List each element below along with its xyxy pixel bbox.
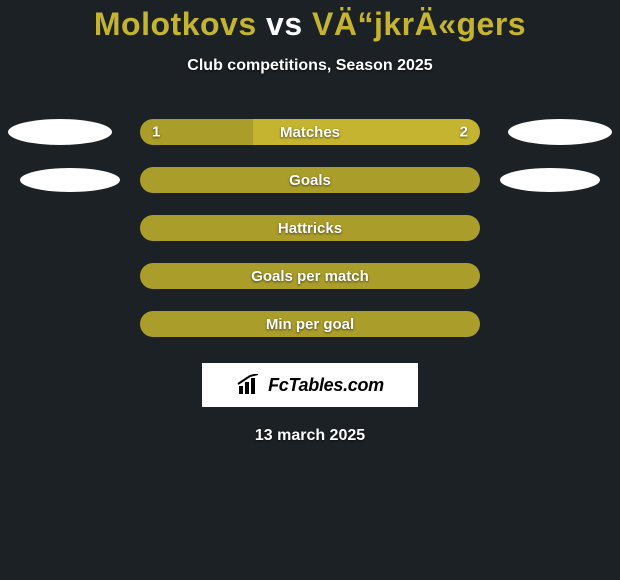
chart-date: 13 march 2025 [0,427,620,445]
stat-bar: Goals per match [140,263,480,289]
stat-rows: 1 2 Matches Goals Hattricks Goals per match Mi… [0,119,620,337]
vs-text: vs [257,6,312,42]
chart-icon [236,374,264,396]
stat-row: 1 2 Matches [0,119,620,145]
player1-name: Molotkovs [94,6,257,42]
stat-row: Min per goal [0,311,620,337]
stat-bar: Goals [140,167,480,193]
stat-label: Matches [280,124,340,141]
right-ellipse [508,119,612,145]
stat-row: Goals [0,167,620,193]
player2-name: VÄ“jkrÄ«gers [312,6,526,42]
chart-container: Molotkovs vs VÄ“jkrÄ«gers Club competiti… [0,0,620,445]
stat-bar: Hattricks [140,215,480,241]
stat-row: Hattricks [0,215,620,241]
logo-box: FcTables.com [202,363,418,407]
stat-label: Goals [289,172,331,189]
right-ellipse [500,168,600,192]
subtitle: Club competitions, Season 2025 [0,57,620,75]
left-ellipse [20,168,120,192]
logo-text: FcTables.com [268,375,384,396]
stat-bar: 1 2 Matches [140,119,480,145]
stat-label: Hattricks [278,220,342,237]
stat-label: Min per goal [266,316,354,333]
stat-value-left: 1 [152,124,160,141]
stat-label: Goals per match [251,268,369,285]
stat-value-right: 2 [460,124,468,141]
stat-row: Goals per match [0,263,620,289]
stat-bar: Min per goal [140,311,480,337]
page-title: Molotkovs vs VÄ“jkrÄ«gers [0,6,620,43]
left-ellipse [8,119,112,145]
